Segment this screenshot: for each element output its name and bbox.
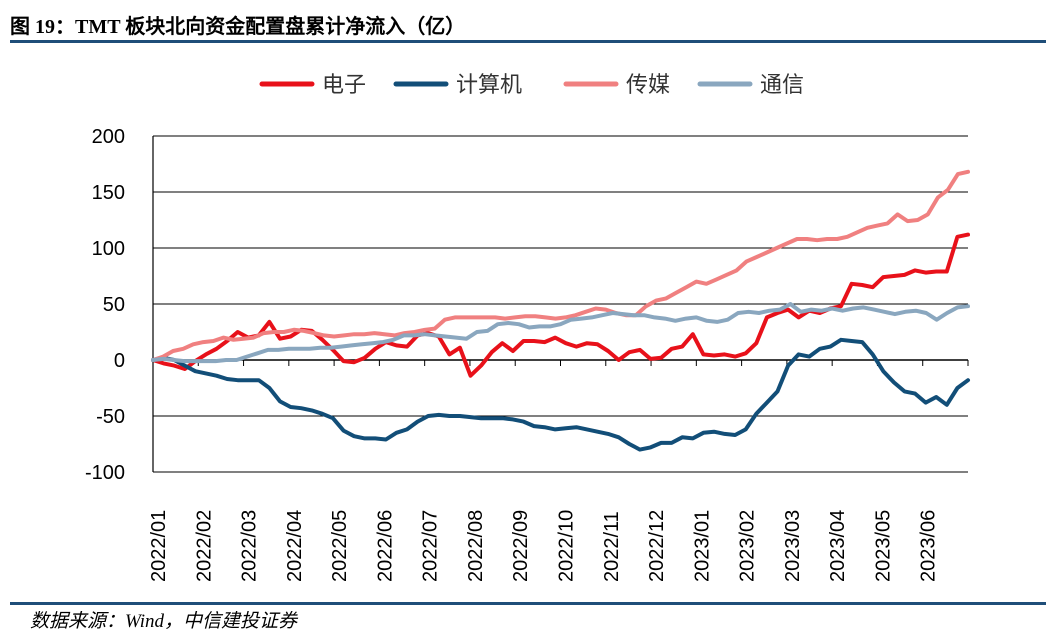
y-tick-label: 150 bbox=[92, 182, 125, 204]
x-tick-label: 2022/12 bbox=[646, 510, 668, 582]
legend-label-2: 传媒 bbox=[626, 73, 670, 98]
y-tick-label: 0 bbox=[114, 350, 125, 372]
x-tick-label: 2022/08 bbox=[465, 510, 487, 582]
gridlines bbox=[153, 135, 968, 473]
y-tick-label: -50 bbox=[96, 406, 125, 428]
x-tick-label: 2023/05 bbox=[872, 510, 894, 582]
series-lines bbox=[151, 169, 970, 452]
x-tick-label: 2023/03 bbox=[782, 510, 804, 582]
x-tick-label: 2022/02 bbox=[193, 510, 215, 582]
x-tick-label: 2022/01 bbox=[148, 510, 170, 582]
y-tick-label: 200 bbox=[92, 126, 125, 148]
y-axis: 200 150 100 50 0 -50 -100 bbox=[85, 126, 154, 484]
x-tick-label: 2022/05 bbox=[329, 510, 351, 582]
x-tick-label: 2022/04 bbox=[284, 510, 306, 582]
legend-label-0: 电子 bbox=[322, 73, 366, 98]
legend: 电子 计算机 传媒 通信 bbox=[259, 73, 804, 98]
x-tick-label: 2023/06 bbox=[918, 510, 940, 582]
x-axis: 2022/01 2022/02 2022/03 2022/04 2022/05 2022/… bbox=[148, 359, 969, 582]
figure-title: 图 19：TMT 板块北向资金配置盘累计净流入（亿） bbox=[10, 16, 466, 38]
source-note: 数据来源：Wind，中信建投证券 bbox=[30, 611, 298, 632]
x-tick-label: 2022/07 bbox=[420, 510, 442, 582]
title-rule bbox=[10, 40, 1046, 43]
y-tick-label: -100 bbox=[85, 462, 125, 484]
legend-label-1: 计算机 bbox=[456, 73, 522, 98]
series-line-1 bbox=[151, 337, 970, 452]
x-tick-label: 2023/01 bbox=[691, 510, 713, 582]
y-tick-label: 50 bbox=[103, 294, 125, 316]
x-tick-label: 2022/11 bbox=[601, 511, 623, 582]
source-rule bbox=[10, 602, 1046, 605]
x-tick-label: 2022/06 bbox=[374, 510, 396, 582]
x-tick-label: 2023/04 bbox=[827, 510, 849, 582]
y-tick-label: 100 bbox=[92, 238, 125, 260]
x-tick-label: 2022/09 bbox=[510, 510, 532, 582]
x-tick-label: 2022/10 bbox=[556, 510, 578, 582]
x-tick-label: 2023/02 bbox=[737, 510, 759, 582]
x-tick-label: 2022/03 bbox=[239, 510, 261, 582]
legend-label-3: 通信 bbox=[760, 73, 804, 98]
series-line-3 bbox=[151, 302, 970, 364]
series-line-2 bbox=[151, 169, 970, 362]
series-line-0 bbox=[151, 232, 970, 378]
